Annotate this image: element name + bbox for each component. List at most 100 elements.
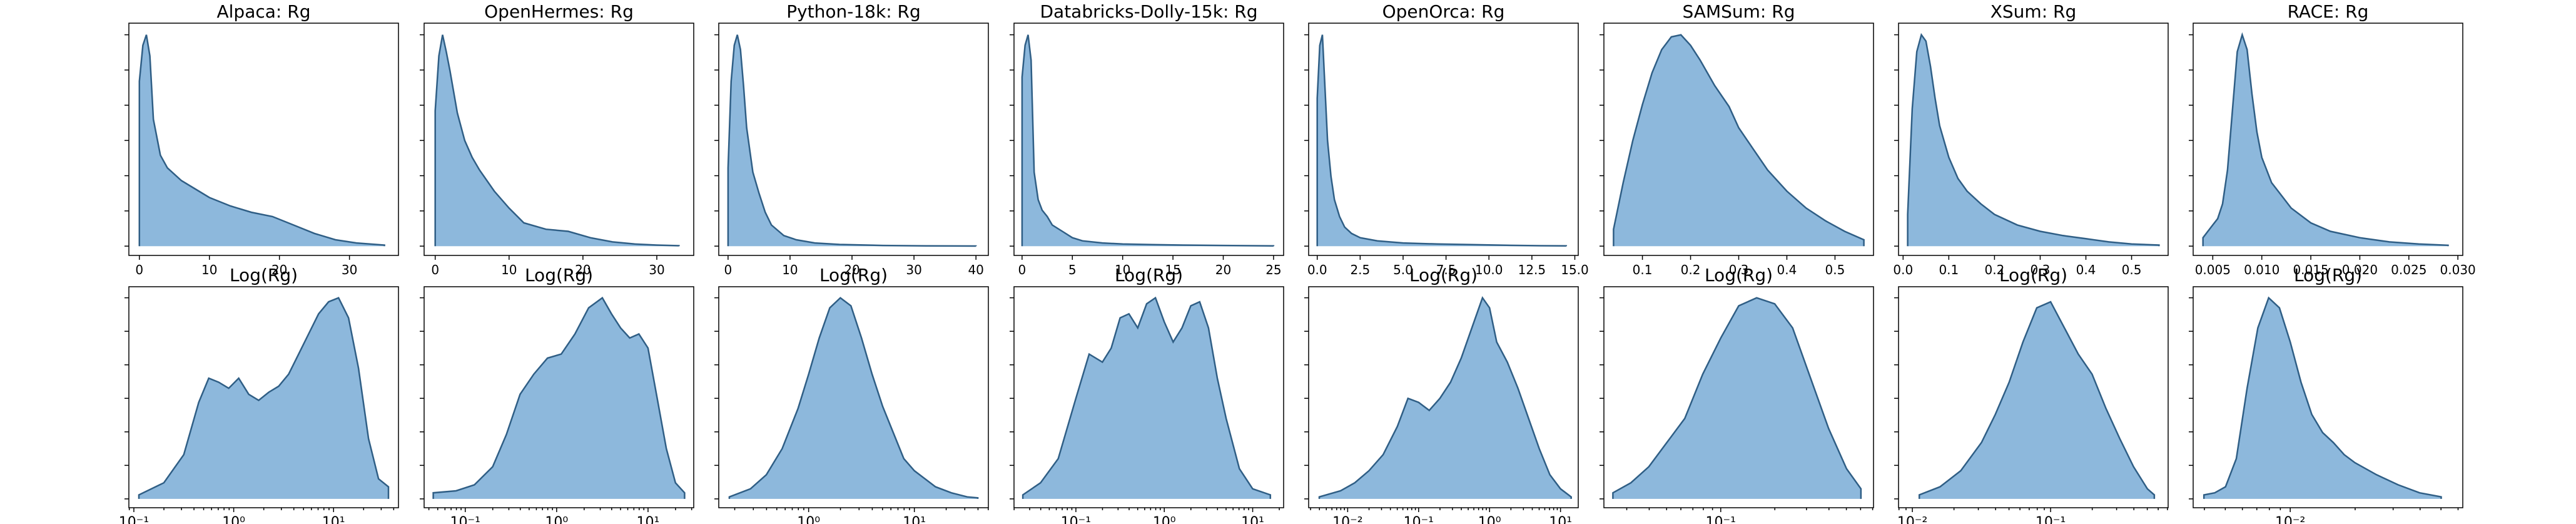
x-tick-label: 0.030 [2440,262,2476,277]
subplot-title: Databricks-Dolly-15k: Rg [1040,1,1257,22]
x-tick-label: 10 [201,262,217,277]
x-tick-label: 25 [1265,262,1281,277]
subplot-1: 0 10 20 30 Alpaca: Rg [124,1,399,277]
subplot-title: RACE: Rg [2288,1,2369,22]
subplot-6: 0.1 0.2 0.3 0.4 0.5 SAMSum: Rg [1600,1,1874,277]
axes-frame [423,23,694,256]
x-tick-label: 5.0 [1393,262,1413,277]
axes-frame [718,286,989,508]
x-tick-label: 10⁻¹ [1061,515,1091,524]
subplot-4: 0 5 10 15 20 25 Databricks-Dolly-15k: Rg [1010,1,1284,277]
x-tick-label: 30 [649,262,664,277]
kde-area [1023,297,1270,499]
axes-frame [1898,286,2169,508]
kde-area [729,297,978,499]
subplot-title: Log(Rg) [230,265,298,285]
x-tick-label: 0.3 [1729,262,1749,277]
kde-curve [1318,296,1572,499]
x-tick-label: 15.0 [1561,262,1589,277]
subplot-7: 0.0 0.1 0.2 0.3 0.4 0.5 XSum: Rg [1893,1,2169,277]
kde-curve [1021,34,1275,247]
x-tick-label: 10⁰ [1153,515,1176,524]
x-tick-label: 10 [501,262,517,277]
subplot-16: 10⁻² Log(Rg) [2189,265,2463,524]
kde-area [433,297,685,499]
kde-curve [2203,296,2442,499]
x-tick-label: 10⁻¹ [2036,515,2066,524]
kde-curve [138,34,385,247]
x-tick-label: 0.5 [1825,262,1845,277]
x-tick-label: 0.025 [2391,262,2426,277]
x-tick-label: 0.020 [2342,262,2378,277]
x-tick-label: 0.4 [2076,262,2096,277]
x-tick-label: 10¹ [1549,515,1572,524]
x-tick-label: 10.0 [1475,262,1503,277]
x-tick-label: 0.0 [1307,262,1327,277]
x-tick-label: 12.5 [1518,262,1546,277]
kde-curve [138,297,390,499]
x-tick-label: 10⁻² [1897,515,1927,524]
subplot-10: 10⁻¹ 10⁰ 10¹ Log(Rg) [420,265,694,524]
axes-frame [128,23,399,256]
kde-curve [1612,297,1862,499]
kde-curve [1022,296,1272,499]
x-tick-label: 0.010 [2244,262,2279,277]
axes-frame [423,286,694,508]
x-tick-label: 20 [844,262,860,277]
subplot-8: 0.005 0.010 0.015 0.020 0.025 0.030 RACE: Rg [2189,1,2476,277]
x-tick-label: 0.1 [1633,262,1653,277]
subplot-12: 10⁻¹ 10⁰ 10¹ Log(Rg) [1010,265,1284,524]
x-tick-label: 10¹ [903,515,926,524]
subplot-15: 10⁻² 10⁻¹ Log(Rg) [1894,265,2169,524]
subplot-9: 10⁻¹ 10⁰ 10¹ Log(Rg) [119,265,399,524]
x-tick-label: 0.4 [1777,262,1797,277]
axes-frame [1898,23,2169,256]
kde-area [1919,302,2154,499]
subplot-title: Python-18k: Rg [786,1,921,22]
x-tick-label: 10 [782,262,798,277]
x-tick-label: 7.5 [1436,262,1456,277]
x-tick-label: 0.005 [2195,262,2231,277]
subplot-title: OpenOrca: Rg [1382,1,1505,22]
x-tick-label: 20 [271,262,287,277]
kde-area [728,34,976,247]
axes-frame [1603,286,1874,508]
kde-area [2204,297,2442,499]
x-tick-label: 40 [968,262,983,277]
axes-frame [718,23,989,256]
subplot-11: 10⁰ 10¹ Log(Rg) [714,265,989,524]
kde-curve [1918,301,2156,499]
x-tick-label: 10¹ [637,515,660,524]
x-tick-label: 10¹ [322,515,345,524]
x-tick-label: 10⁻¹ [1404,515,1434,524]
subplot-title: Log(Rg) [1705,265,1773,285]
x-tick-label: 30 [906,262,921,277]
subplot-5: 0.0 2.5 5.0 7.5 10.0 12.5 15.0 OpenOrca: Rg [1304,1,1589,277]
kde-curve [1907,33,2160,247]
x-tick-label: 10⁰ [797,515,820,524]
kde-area [139,34,385,247]
subplot-3: 0 10 20 30 40 Python-18k: Rg [714,1,989,277]
x-tick-label: 10¹ [1241,515,1264,524]
x-tick-label: 0.2 [1681,262,1701,277]
kde-area [1022,34,1274,247]
x-tick-label: 0.015 [2293,262,2328,277]
subplot-2: 0 10 20 30 OpenHermes: Rg [420,1,694,277]
x-tick-label: 0 [724,262,732,277]
kde-area [435,34,679,247]
x-tick-label: 0.2 [1985,262,2005,277]
axes-frame [1013,23,1284,256]
x-tick-label: 0.0 [1893,262,1913,277]
x-tick-label: 0 [1018,262,1026,277]
x-tick-label: 0.5 [2122,262,2142,277]
subplot-title: Log(Rg) [1999,265,2067,285]
kde-curve [728,297,979,499]
subplot-title: XSum: Rg [1990,1,2077,22]
kde-curve [727,34,977,247]
x-tick-label: 30 [342,262,357,277]
kde-area [1317,34,1566,247]
axes-frame [2193,23,2463,256]
subplot-title: Log(Rg) [819,265,888,285]
x-tick-label: 0.1 [1939,262,1959,277]
x-tick-label: 10⁻¹ [450,515,480,524]
